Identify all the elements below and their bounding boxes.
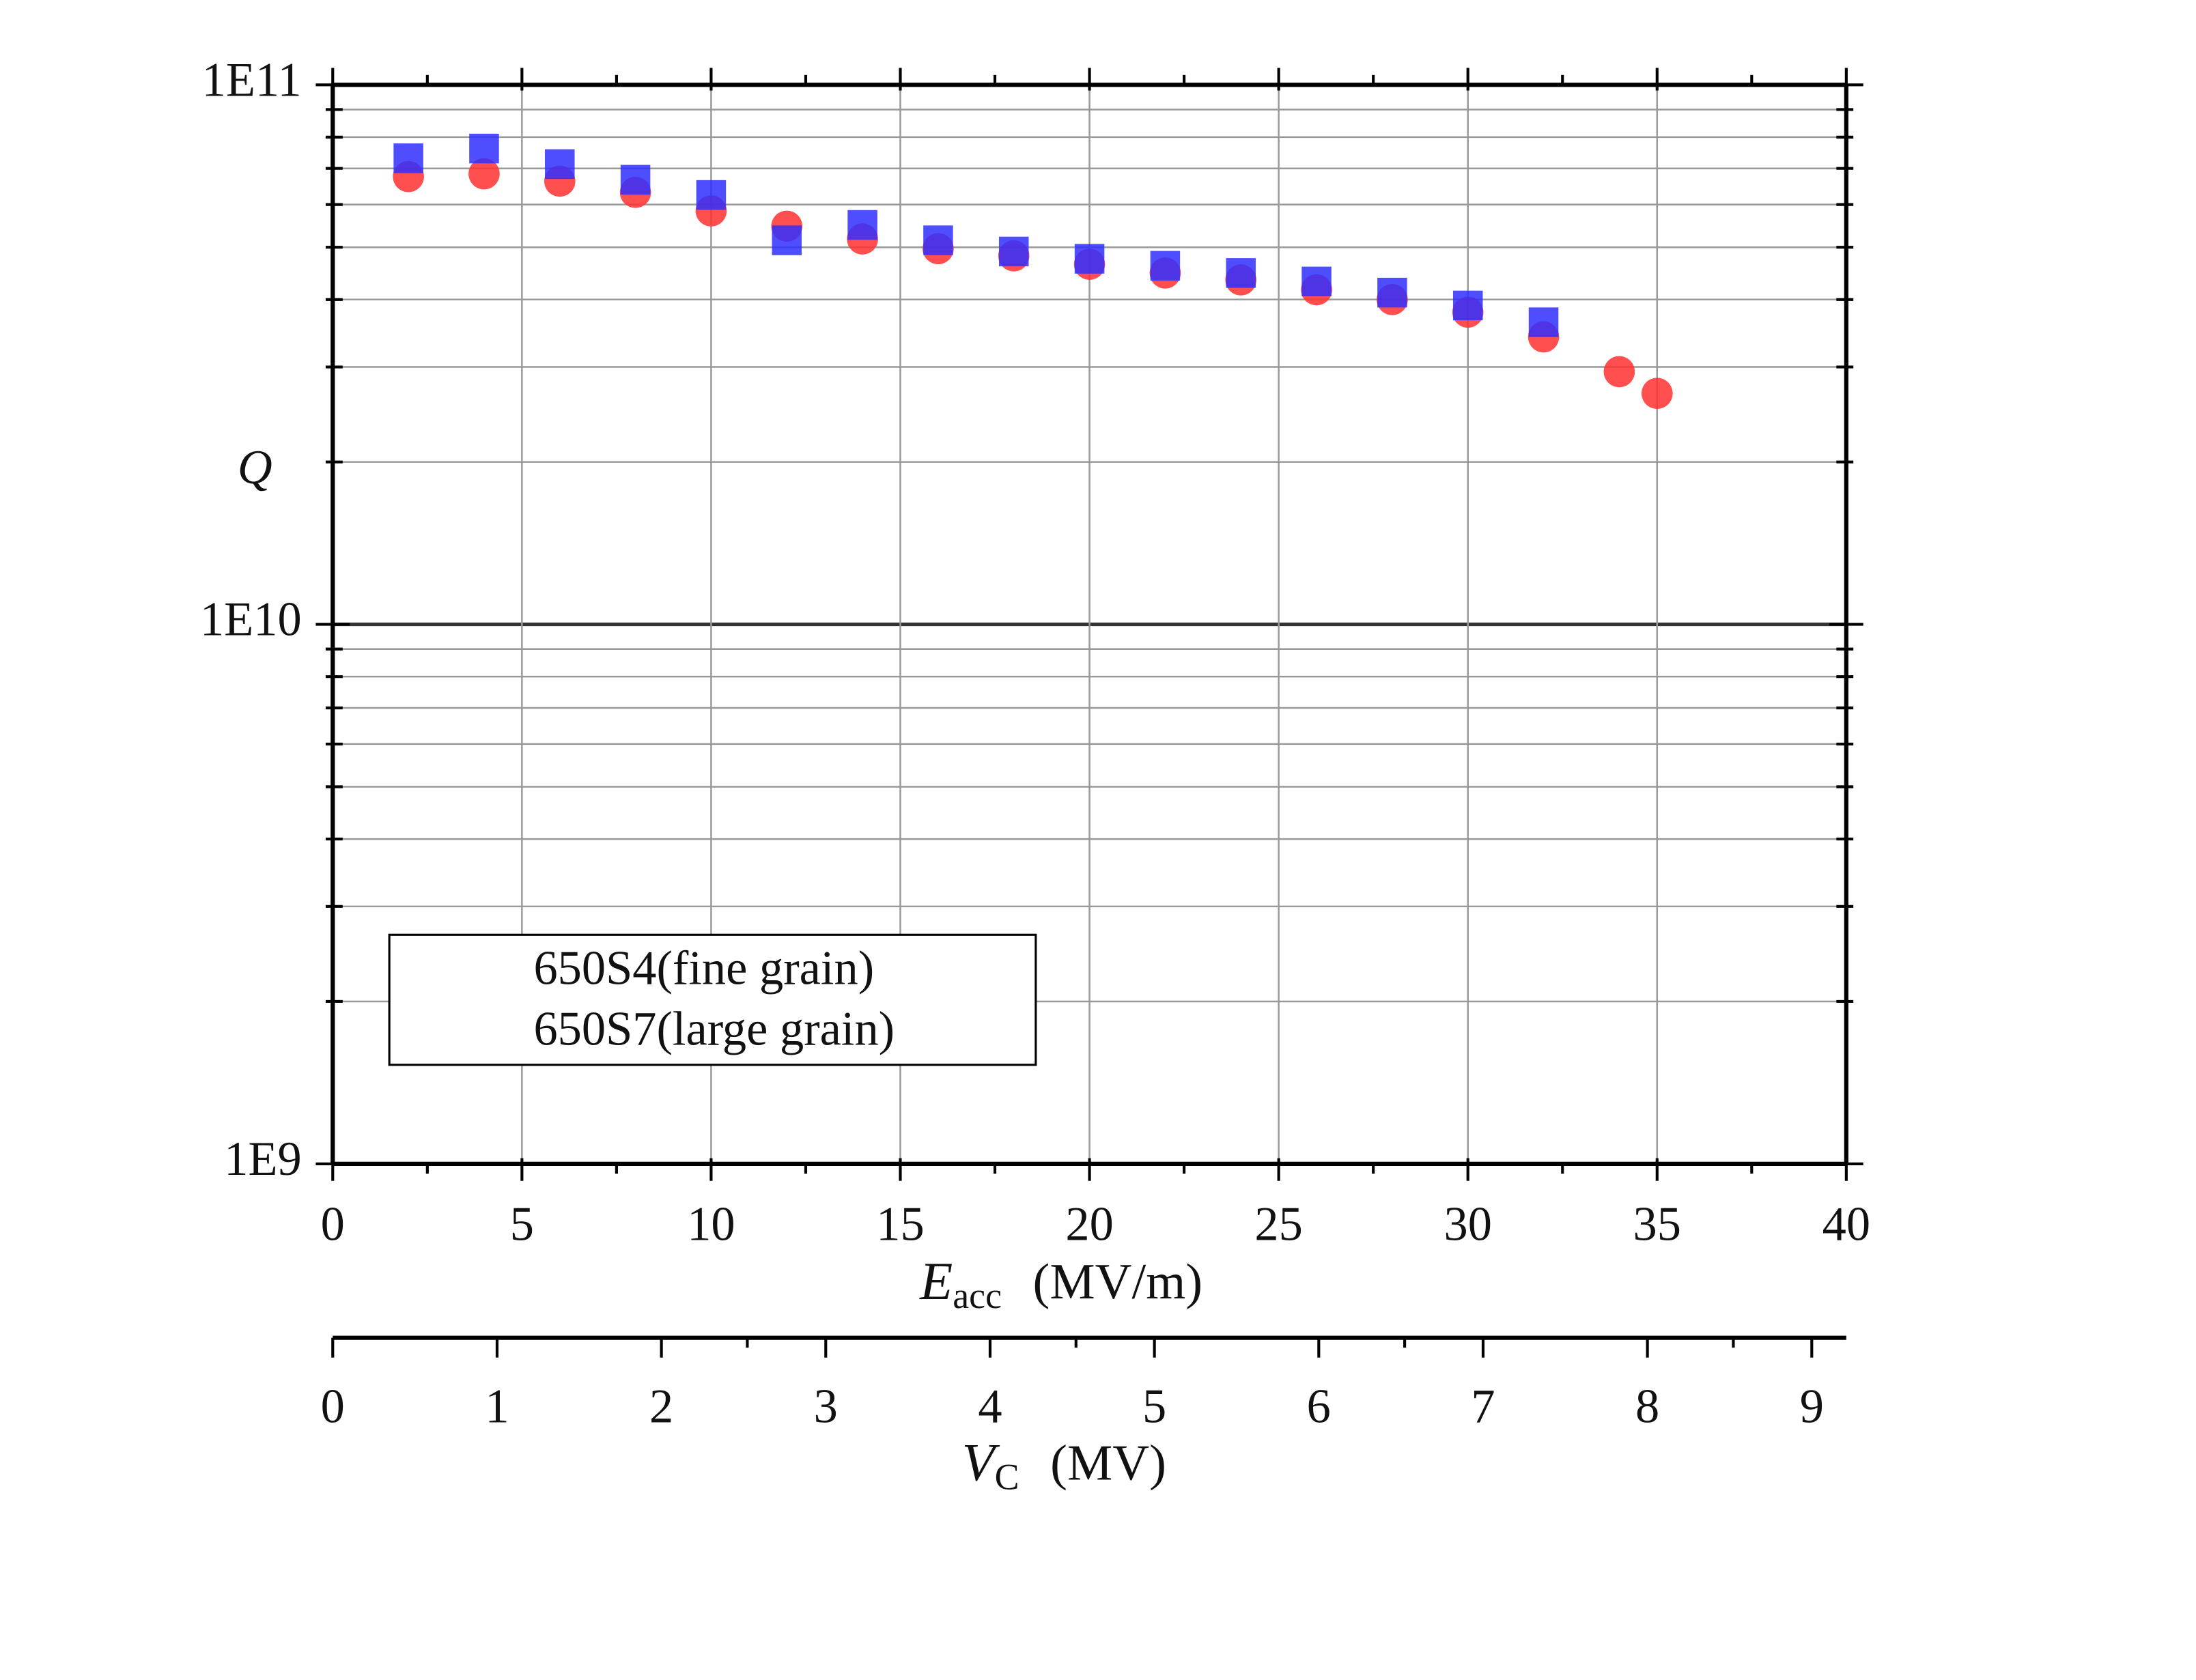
x2-tick-label: 7 (1471, 1380, 1495, 1434)
data-point (1603, 356, 1635, 388)
axes (315, 68, 1863, 1358)
x-tick-label: 0 (321, 1197, 345, 1251)
axis-label: Eacc (MV/m) (919, 1252, 1202, 1316)
data-point (393, 143, 423, 173)
x-tick-label: 10 (687, 1197, 735, 1251)
x2-tick-label: 1 (485, 1380, 509, 1434)
x-tick-label: 40 (1822, 1197, 1870, 1251)
x2-tick-label: 5 (1142, 1380, 1166, 1434)
data-point (1074, 244, 1105, 274)
data-point (1528, 307, 1559, 337)
axis-unit: (MV) (1050, 1435, 1166, 1491)
axis-label: VC (MV) (962, 1433, 1166, 1497)
data-point (696, 180, 727, 210)
axis-symbol: E (919, 1252, 953, 1311)
data-point (1641, 378, 1673, 410)
data-point (923, 225, 953, 255)
data-point (772, 225, 802, 255)
x2-tick-label: 0 (321, 1380, 345, 1434)
legend-label: 650S7(large grain) (533, 1002, 895, 1055)
y-tick-label: 1E10 (200, 593, 302, 646)
data-point (1377, 277, 1407, 308)
legend-label: 650S4(fine grain) (533, 941, 874, 995)
data-point (1150, 251, 1181, 281)
x-tick-label: 20 (1065, 1197, 1113, 1251)
data-point (998, 236, 1029, 267)
y-axis-label: Q (238, 441, 272, 494)
x2-tick-label: 3 (814, 1380, 838, 1434)
axis-subscript: acc (953, 1275, 1002, 1316)
x-tick-label: 15 (876, 1197, 924, 1251)
legend: 650S4(fine grain) 650S7(large grain) (388, 933, 1037, 1066)
x2-tick-label: 4 (978, 1380, 1002, 1434)
axis-unit: (MV/m) (1033, 1254, 1203, 1310)
x2-tick-label: 2 (649, 1380, 673, 1434)
data-point (1226, 258, 1256, 288)
x2-tick-label: 9 (1800, 1380, 1824, 1434)
data-point (1301, 266, 1332, 297)
x2-tick-label: 6 (1307, 1380, 1331, 1434)
x2-tick-label: 8 (1635, 1380, 1659, 1434)
data-points (393, 133, 1673, 1046)
x-tick-label: 25 (1254, 1197, 1302, 1251)
y-tick-label: 1E11 (202, 53, 302, 106)
x-tick-label: 35 (1633, 1197, 1681, 1251)
data-point (468, 158, 500, 190)
x-tick-label: 30 (1444, 1197, 1491, 1251)
data-point (545, 149, 575, 180)
axis-subscript: C (995, 1457, 1019, 1498)
data-point (469, 133, 499, 164)
y-tick-label: 1E9 (224, 1133, 301, 1186)
data-point (1452, 290, 1483, 321)
data-point (847, 210, 877, 240)
x-tick-label: 5 (510, 1197, 534, 1251)
data-point (620, 165, 651, 195)
axis-symbol: V (962, 1433, 1000, 1492)
legend-box (388, 933, 1037, 1066)
